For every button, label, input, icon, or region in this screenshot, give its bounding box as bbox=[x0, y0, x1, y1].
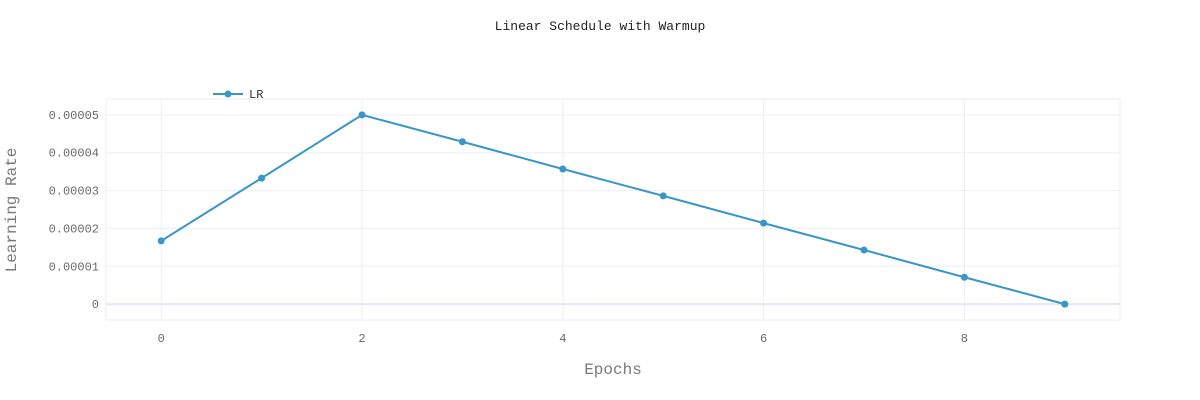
data-point[interactable] bbox=[559, 165, 567, 173]
series-line-lr bbox=[160, 113, 1066, 306]
legend-swatch-marker bbox=[224, 90, 232, 98]
x-tick-label: 6 bbox=[760, 332, 767, 346]
plot-frame bbox=[105, 98, 1121, 321]
data-point[interactable] bbox=[760, 219, 768, 227]
y-tick-label: 0.00004 bbox=[49, 147, 99, 161]
data-point[interactable] bbox=[458, 138, 466, 146]
legend-label-lr: LR bbox=[249, 88, 263, 102]
y-axis-title: Learning Rate bbox=[3, 148, 21, 273]
series-layer bbox=[157, 111, 1069, 308]
y-tick-label: 0 bbox=[92, 298, 99, 312]
grid-layer bbox=[105, 98, 1121, 321]
data-point[interactable] bbox=[860, 246, 868, 254]
x-axis-title: Epochs bbox=[584, 361, 642, 379]
x-tick-label: 4 bbox=[559, 332, 566, 346]
y-tick-label: 0.00005 bbox=[49, 109, 99, 123]
data-point[interactable] bbox=[960, 273, 968, 281]
data-point[interactable] bbox=[659, 192, 667, 200]
data-point[interactable] bbox=[258, 174, 266, 182]
x-tick-labels: 0 2 4 6 8 bbox=[158, 332, 968, 346]
legend[interactable]: LR bbox=[213, 88, 263, 102]
y-tick-label: 0.00001 bbox=[49, 260, 99, 274]
y-tick-label: 0.00003 bbox=[49, 185, 99, 199]
data-point[interactable] bbox=[358, 111, 366, 119]
chart-title: Linear Schedule with Warmup bbox=[495, 19, 706, 34]
x-tick-label: 8 bbox=[961, 332, 968, 346]
data-point[interactable] bbox=[1061, 300, 1069, 308]
data-point[interactable] bbox=[157, 237, 165, 245]
y-tick-labels: 0 0.00001 0.00002 0.00003 0.00004 0.00005 bbox=[49, 109, 99, 312]
y-tick-label: 0.00002 bbox=[49, 222, 99, 236]
x-tick-label: 2 bbox=[358, 332, 365, 346]
x-tick-label: 0 bbox=[158, 332, 165, 346]
